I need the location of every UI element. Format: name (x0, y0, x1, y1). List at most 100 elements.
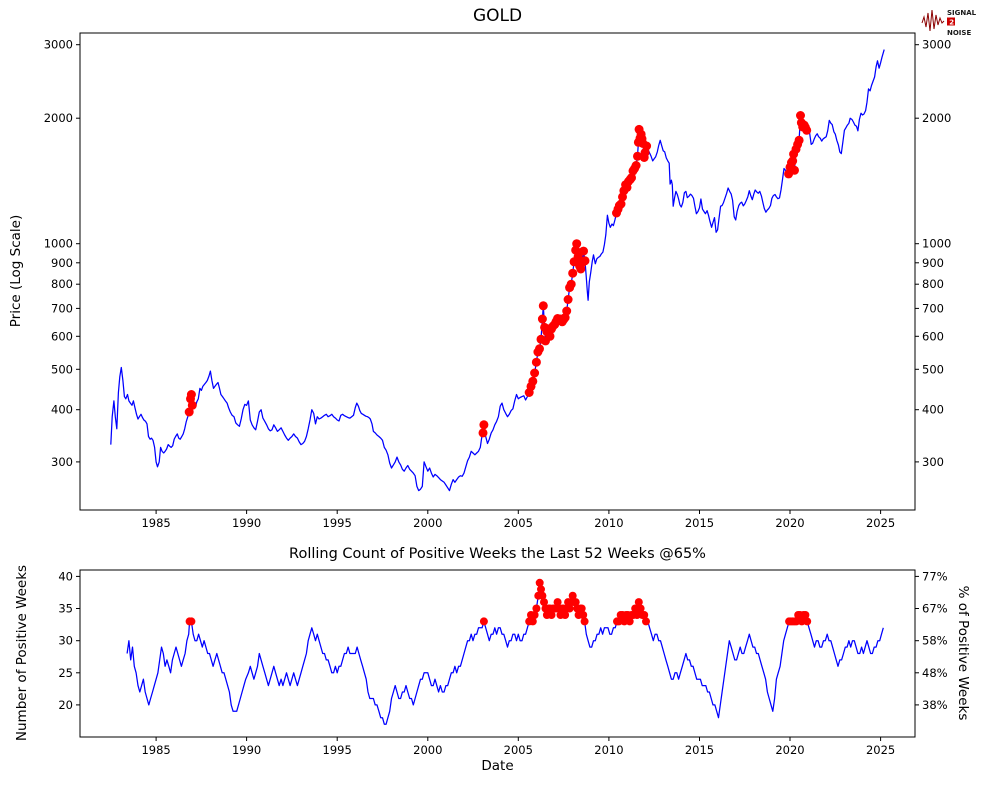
signal-marker (187, 400, 197, 410)
y-tick-label-left: 500 (51, 362, 73, 376)
top-chart-title: GOLD (472, 6, 523, 26)
signal-marker (565, 604, 574, 613)
signal-marker (528, 376, 538, 386)
y-tick-label-right: 700 (922, 301, 944, 315)
signal-marker (627, 173, 636, 183)
x-tick-label: 2015 (685, 743, 714, 757)
signal-marker (640, 611, 649, 619)
y-tick-label-left: 25 (58, 666, 73, 680)
y-tick-label-right: 3000 (922, 38, 951, 52)
signal-marker (537, 314, 547, 324)
y-tick-label-right: 58% (922, 634, 948, 648)
y-tick-label-left: 2000 (44, 111, 73, 125)
y-tick-label-left: 40 (58, 569, 73, 583)
signal-marker (568, 591, 577, 600)
signal-marker (642, 617, 650, 626)
signal-marker (561, 611, 570, 619)
y-tick-label-right: 800 (922, 277, 944, 291)
positive-weeks-chart-frame (79, 569, 916, 738)
x-tick-label: 2005 (504, 516, 533, 530)
logo-waveform-icon (921, 9, 945, 32)
signal-marker (616, 199, 626, 209)
signal-marker (580, 617, 589, 626)
y-tick-label-right: 600 (922, 329, 944, 343)
x-tick-label: 2025 (866, 516, 895, 530)
x-axis-label: Date (481, 758, 514, 774)
signal-marker (531, 357, 541, 367)
y-tick-label-left: 800 (51, 277, 73, 291)
x-tick-label: 2025 (866, 743, 895, 757)
y-tick-label-right: 2000 (922, 111, 951, 125)
signal-marker (478, 428, 488, 438)
x-tick-label: 2010 (594, 516, 623, 530)
signal-marker (633, 151, 642, 161)
signal-marker (642, 141, 652, 151)
signal-marker (186, 390, 196, 399)
y-tick-label-right: 77% (922, 569, 948, 583)
signal-marker (530, 611, 539, 619)
signal-marker (577, 604, 586, 613)
signal-marker (537, 585, 545, 594)
x-tick-label: 2000 (413, 516, 442, 530)
x-tick-label: 2000 (413, 743, 442, 757)
logo-text-signal: SIGNAL (947, 9, 977, 17)
top-y-axis-label: Price (Log Scale) (8, 214, 24, 328)
x-tick-label: 2015 (685, 516, 714, 530)
y-tick-label-left: 30 (58, 634, 73, 648)
x-tick-label: 1995 (323, 743, 352, 757)
bottom-chart-title: Rolling Count of Positive Weeks the Last… (289, 546, 706, 562)
x-tick-label: 2020 (775, 743, 804, 757)
x-tick-label: 2010 (594, 743, 623, 757)
x-tick-label: 2020 (775, 516, 804, 530)
signal-marker (563, 295, 573, 304)
logo-text-2: 2 (949, 18, 954, 26)
signal-marker (631, 161, 641, 170)
signal-marker (540, 598, 548, 607)
y-tick-label-left: 3000 (44, 38, 73, 52)
y-tick-label-right: 48% (922, 666, 948, 680)
signal-marker (636, 604, 645, 613)
x-tick-label: 2005 (504, 743, 533, 757)
signal-marker (562, 306, 572, 316)
x-tick-label: 1990 (232, 516, 261, 530)
positive-weeks-chart-line (126, 582, 884, 725)
signal-marker (535, 344, 544, 354)
y-tick-label-left: 900 (51, 256, 73, 270)
y-tick-label-right: 900 (922, 256, 944, 270)
y-tick-label-left: 300 (51, 455, 73, 469)
y-tick-label-right: 500 (922, 362, 944, 376)
signal-marker (625, 617, 634, 626)
signal-marker (528, 617, 537, 626)
signal-marker (187, 617, 196, 626)
gold-price-chart-frame (79, 32, 916, 511)
signal-marker (479, 617, 488, 626)
y-tick-label-left: 1000 (44, 237, 73, 251)
signal-marker (568, 268, 578, 278)
logo-text-noise: NOISE (947, 29, 971, 37)
signal-marker (796, 111, 805, 120)
bottom-right-y-axis-label: % of Positive Weeks (955, 585, 971, 721)
y-tick-label-left: 600 (51, 329, 73, 343)
signal-marker (572, 239, 582, 249)
y-tick-label-left: 700 (51, 301, 73, 315)
signal-marker (530, 368, 540, 378)
gold-price-chart: 1985 1990 1995 2000 2005 2010 2015 2020 2025 300 3… (44, 32, 951, 530)
signal-marker (634, 598, 643, 607)
signal-marker (538, 301, 548, 311)
logo-2-box (947, 17, 955, 26)
signal-marker (801, 611, 810, 619)
signal-marker (579, 246, 588, 256)
y-tick-label-left: 400 (51, 403, 73, 417)
signal-marker (532, 604, 541, 613)
bottom-y-axis-label: Number of Positive Weeks (14, 564, 30, 742)
signal-marker (538, 591, 547, 600)
signal2noise-logo: SIGNAL 2 NOISE (921, 9, 977, 37)
x-tick-label: 1985 (141, 743, 170, 757)
signal-marker (535, 578, 544, 587)
signal-marker (803, 617, 812, 626)
x-tick-label: 1995 (323, 516, 352, 530)
positive-weeks-chart: 1985 1990 1995 2000 2005 2010 2015 2020 2025 20 38… (58, 569, 947, 757)
signal-marker (571, 598, 580, 607)
